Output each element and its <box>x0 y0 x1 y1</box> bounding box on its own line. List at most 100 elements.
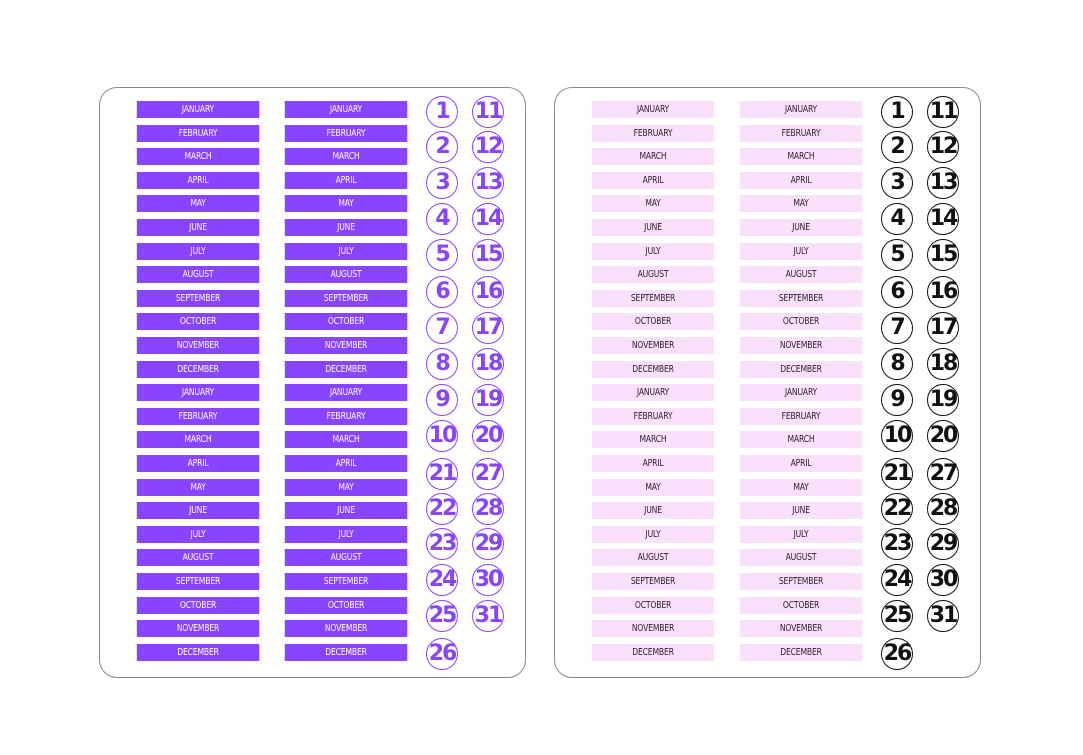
month-label-sticker: SEPTEMBER <box>136 573 260 590</box>
date-number-sticker: 20 <box>472 420 504 452</box>
month-label-sticker: JUNE <box>136 502 260 520</box>
date-number-sticker: 21 <box>881 458 913 490</box>
month-label-sticker: MAY <box>136 195 260 213</box>
date-number-sticker: 25 <box>426 600 458 632</box>
month-label-sticker: JULY <box>591 525 715 543</box>
date-number-sticker: 30 <box>472 564 504 596</box>
date-number-sticker: 29 <box>472 528 504 560</box>
month-label-sticker: JULY <box>284 242 408 260</box>
month-label-sticker: NOVEMBER <box>591 620 715 638</box>
sticker-sheet-pink: JANUARY FEBRUARY MARCH APRIL MAY JUNE JULY AUGU… <box>554 87 981 678</box>
date-number-sticker: 27 <box>472 458 504 490</box>
month-label-sticker: AUGUST <box>284 549 408 567</box>
month-label-sticker: NOVEMBER <box>591 337 715 354</box>
month-label-sticker: JUNE <box>591 502 715 520</box>
month-label-sticker: JANUARY <box>284 384 408 402</box>
date-number-sticker: 8 <box>881 348 913 380</box>
date-number-sticker: 5 <box>426 239 458 271</box>
month-label-sticker: SEPTEMBER <box>739 573 863 590</box>
date-number-sticker: 27 <box>927 458 959 490</box>
date-number-sticker: 18 <box>927 348 959 380</box>
date-number-sticker: 26 <box>881 638 913 670</box>
month-label-sticker: DECEMBER <box>136 643 260 661</box>
month-label-sticker: FEBRUARY <box>591 124 715 142</box>
date-number-sticker: 29 <box>927 528 959 560</box>
month-label-sticker: OCTOBER <box>284 596 408 614</box>
month-label-sticker: OCTOBER <box>136 313 260 331</box>
date-number-sticker: 31 <box>927 600 959 632</box>
month-label-sticker: MARCH <box>591 431 715 449</box>
month-label-sticker: APRIL <box>739 455 863 472</box>
date-number-sticker: 1 <box>426 96 458 128</box>
month-label-sticker: MARCH <box>284 431 408 449</box>
date-number-sticker: 28 <box>472 493 504 525</box>
date-number-sticker: 19 <box>927 384 959 416</box>
date-number-sticker: 24 <box>881 564 913 596</box>
date-number-sticker: 22 <box>881 493 913 525</box>
month-label-sticker: JANUARY <box>591 384 715 402</box>
date-number-sticker: 15 <box>472 239 504 271</box>
month-label-sticker: NOVEMBER <box>739 337 863 354</box>
month-label-sticker: JULY <box>739 525 863 543</box>
sticker-sheet-purple: JANUARY FEBRUARY MARCH APRIL MAY JUNE JULY AUGU… <box>99 87 526 678</box>
month-label-sticker: OCTOBER <box>136 596 260 614</box>
month-label-sticker: JANUARY <box>739 384 863 402</box>
month-label-sticker: JUNE <box>591 219 715 236</box>
month-label-sticker: FEBRUARY <box>591 407 715 425</box>
month-label-sticker: FEBRUARY <box>739 407 863 425</box>
month-label-sticker: JULY <box>739 242 863 260</box>
month-label-sticker: DECEMBER <box>591 360 715 378</box>
date-number-sticker: 16 <box>927 276 959 308</box>
month-label-sticker: JANUARY <box>591 101 715 118</box>
date-number-sticker: 10 <box>881 420 913 452</box>
month-label-sticker: MARCH <box>136 431 260 449</box>
month-label-sticker: APRIL <box>591 171 715 189</box>
month-label-sticker: AUGUST <box>739 549 863 567</box>
date-number-sticker: 7 <box>426 312 458 344</box>
month-label-sticker: JANUARY <box>739 101 863 118</box>
month-label-sticker: JUNE <box>136 219 260 236</box>
month-label-sticker: FEBRUARY <box>284 124 408 142</box>
month-label-sticker: NOVEMBER <box>284 337 408 354</box>
date-number-sticker: 17 <box>472 312 504 344</box>
month-label-sticker: JANUARY <box>136 384 260 402</box>
month-label-sticker: DECEMBER <box>136 360 260 378</box>
date-number-sticker: 12 <box>927 131 959 163</box>
month-label-sticker: NOVEMBER <box>136 337 260 354</box>
month-label-sticker: JUNE <box>284 502 408 520</box>
month-label-sticker: DECEMBER <box>284 360 408 378</box>
month-label-sticker: JUNE <box>739 502 863 520</box>
date-number-sticker: 25 <box>881 600 913 632</box>
date-number-sticker: 15 <box>927 239 959 271</box>
date-number-sticker: 14 <box>472 203 504 235</box>
date-number-sticker: 19 <box>472 384 504 416</box>
month-label-sticker: JULY <box>284 525 408 543</box>
date-number-sticker: 2 <box>426 131 458 163</box>
date-number-sticker: 7 <box>881 312 913 344</box>
date-number-sticker: 6 <box>426 276 458 308</box>
date-number-sticker: 20 <box>927 420 959 452</box>
month-label-sticker: JANUARY <box>136 101 260 118</box>
month-label-sticker: SEPTEMBER <box>284 573 408 590</box>
date-number-sticker: 6 <box>881 276 913 308</box>
month-label-sticker: AUGUST <box>739 266 863 284</box>
date-number-sticker: 5 <box>881 239 913 271</box>
month-label-sticker: MARCH <box>591 148 715 166</box>
date-number-sticker: 3 <box>881 167 913 199</box>
month-label-sticker: MARCH <box>739 148 863 166</box>
date-number-sticker: 21 <box>426 458 458 490</box>
month-label-sticker: FEBRUARY <box>739 124 863 142</box>
date-number-sticker: 31 <box>472 600 504 632</box>
month-label-sticker: OCTOBER <box>284 313 408 331</box>
month-label-sticker: MARCH <box>739 431 863 449</box>
date-number-sticker: 23 <box>426 528 458 560</box>
month-label-sticker: MAY <box>591 195 715 213</box>
date-number-sticker: 13 <box>472 167 504 199</box>
date-number-sticker: 26 <box>426 638 458 670</box>
month-label-sticker: NOVEMBER <box>136 620 260 638</box>
month-label-sticker: SEPTEMBER <box>591 573 715 590</box>
date-number-sticker: 11 <box>927 96 959 128</box>
month-label-sticker: APRIL <box>284 171 408 189</box>
date-number-sticker: 9 <box>426 384 458 416</box>
month-label-sticker: DECEMBER <box>739 360 863 378</box>
